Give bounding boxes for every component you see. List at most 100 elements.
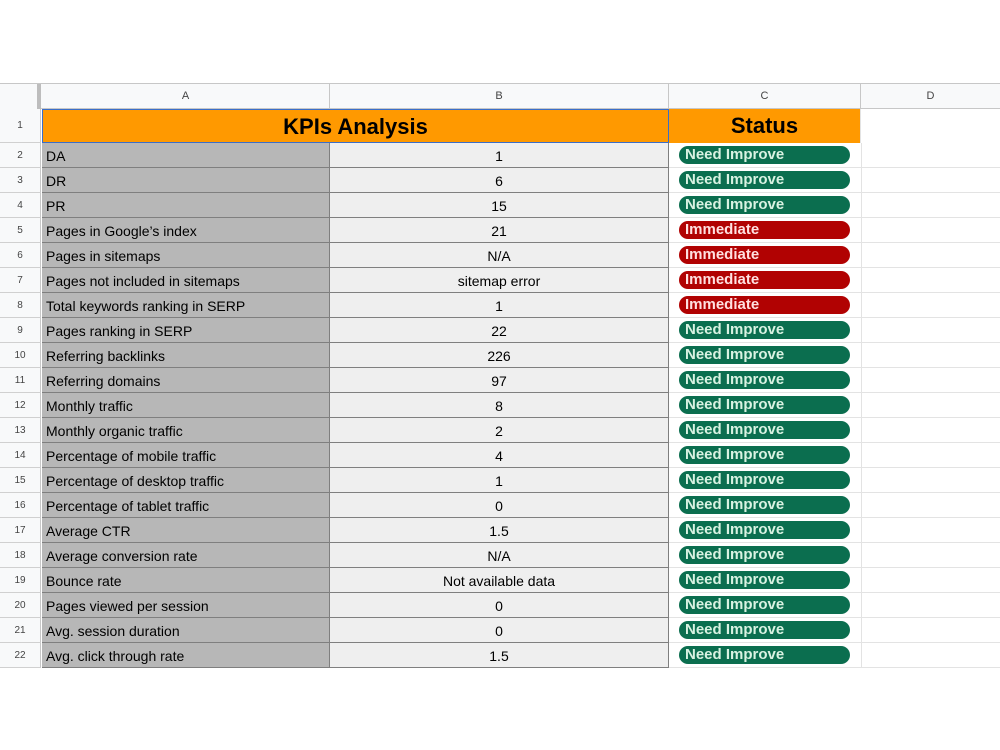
status-cell[interactable]: Need Improve bbox=[669, 468, 861, 493]
status-cell[interactable]: Need Improve bbox=[669, 443, 861, 468]
kpi-label-cell[interactable]: Monthly organic traffic bbox=[42, 418, 330, 443]
empty-cell-d[interactable] bbox=[861, 193, 1000, 218]
row-number[interactable]: 10 bbox=[0, 343, 41, 368]
status-chip[interactable]: Immediate bbox=[679, 296, 850, 314]
status-chip[interactable]: Need Improve bbox=[679, 596, 850, 614]
status-title-cell[interactable]: Status bbox=[669, 109, 861, 143]
status-chip[interactable]: Need Improve bbox=[679, 396, 850, 414]
kpi-label-cell[interactable]: DR bbox=[42, 168, 330, 193]
row-number[interactable]: 20 bbox=[0, 593, 41, 618]
kpi-label-cell[interactable]: Monthly traffic bbox=[42, 393, 330, 418]
row-number[interactable]: 12 bbox=[0, 393, 41, 418]
kpi-label-cell[interactable]: Pages viewed per session bbox=[42, 593, 330, 618]
status-cell[interactable]: Need Improve bbox=[669, 518, 861, 543]
kpi-label-cell[interactable]: Avg. session duration bbox=[42, 618, 330, 643]
kpi-label-cell[interactable]: Bounce rate bbox=[42, 568, 330, 593]
empty-cell-d[interactable] bbox=[861, 493, 1000, 518]
kpi-value-cell[interactable]: 226 bbox=[330, 343, 669, 368]
row-number[interactable]: 16 bbox=[0, 493, 41, 518]
row-number[interactable]: 15 bbox=[0, 468, 41, 493]
status-chip[interactable]: Need Improve bbox=[679, 471, 850, 489]
status-chip[interactable]: Need Improve bbox=[679, 171, 850, 189]
kpi-value-cell[interactable]: 1 bbox=[330, 293, 669, 318]
empty-cell-d[interactable] bbox=[861, 318, 1000, 343]
status-chip[interactable]: Immediate bbox=[679, 246, 850, 264]
kpi-value-cell[interactable]: 4 bbox=[330, 443, 669, 468]
empty-cell-d[interactable] bbox=[861, 518, 1000, 543]
status-cell[interactable]: Need Improve bbox=[669, 568, 861, 593]
status-chip[interactable]: Need Improve bbox=[679, 346, 850, 364]
status-chip[interactable]: Need Improve bbox=[679, 446, 850, 464]
kpi-label-cell[interactable]: DA bbox=[42, 143, 330, 168]
status-cell[interactable]: Immediate bbox=[669, 293, 861, 318]
row-number[interactable]: 18 bbox=[0, 543, 41, 568]
empty-cell-d[interactable] bbox=[861, 268, 1000, 293]
kpi-value-cell[interactable]: 1 bbox=[330, 468, 669, 493]
kpi-label-cell[interactable]: Pages not included in sitemaps bbox=[42, 268, 330, 293]
row-number[interactable]: 6 bbox=[0, 243, 41, 268]
row-number[interactable]: 5 bbox=[0, 218, 41, 243]
empty-cell-d[interactable] bbox=[861, 543, 1000, 568]
status-cell[interactable]: Need Improve bbox=[669, 343, 861, 368]
kpi-label-cell[interactable]: Average conversion rate bbox=[42, 543, 330, 568]
kpi-value-cell[interactable]: N/A bbox=[330, 543, 669, 568]
kpi-value-cell[interactable]: 0 bbox=[330, 493, 669, 518]
kpi-value-cell[interactable]: 0 bbox=[330, 618, 669, 643]
row-number[interactable]: 8 bbox=[0, 293, 41, 318]
empty-cell-d[interactable] bbox=[861, 168, 1000, 193]
row-number[interactable]: 22 bbox=[0, 643, 41, 668]
row-number[interactable]: 7 bbox=[0, 268, 41, 293]
status-chip[interactable]: Immediate bbox=[679, 271, 850, 289]
row-number[interactable]: 14 bbox=[0, 443, 41, 468]
kpi-label-cell[interactable]: Average CTR bbox=[42, 518, 330, 543]
kpi-label-cell[interactable]: Referring backlinks bbox=[42, 343, 330, 368]
kpi-value-cell[interactable]: N/A bbox=[330, 243, 669, 268]
row-number[interactable]: 19 bbox=[0, 568, 41, 593]
status-cell[interactable]: Need Improve bbox=[669, 418, 861, 443]
status-cell[interactable]: Need Improve bbox=[669, 318, 861, 343]
kpi-label-cell[interactable]: Referring domains bbox=[42, 368, 330, 393]
row-number[interactable]: 13 bbox=[0, 418, 41, 443]
status-chip[interactable]: Need Improve bbox=[679, 646, 850, 664]
column-header-b[interactable]: B bbox=[330, 84, 669, 109]
kpi-label-cell[interactable]: Total keywords ranking in SERP bbox=[42, 293, 330, 318]
row-number[interactable]: 3 bbox=[0, 168, 41, 193]
kpi-value-cell[interactable]: sitemap error bbox=[330, 268, 669, 293]
kpi-value-cell[interactable]: 2 bbox=[330, 418, 669, 443]
row-number[interactable]: 2 bbox=[0, 143, 41, 168]
kpi-value-cell[interactable]: 1.5 bbox=[330, 518, 669, 543]
kpi-value-cell[interactable]: 0 bbox=[330, 593, 669, 618]
kpi-label-cell[interactable]: Pages in Google’s index bbox=[42, 218, 330, 243]
empty-cell-d[interactable] bbox=[861, 593, 1000, 618]
kpi-value-cell[interactable]: 8 bbox=[330, 393, 669, 418]
row-number[interactable]: 4 bbox=[0, 193, 41, 218]
kpi-value-cell[interactable]: 1 bbox=[330, 143, 669, 168]
kpi-label-cell[interactable]: Pages in sitemaps bbox=[42, 243, 330, 268]
select-all-corner[interactable] bbox=[0, 84, 41, 109]
status-chip[interactable]: Need Improve bbox=[679, 521, 850, 539]
status-chip[interactable]: Need Improve bbox=[679, 571, 850, 589]
status-cell[interactable]: Need Improve bbox=[669, 393, 861, 418]
empty-cell-d[interactable] bbox=[861, 393, 1000, 418]
status-cell[interactable]: Need Improve bbox=[669, 143, 861, 168]
empty-cell-d[interactable] bbox=[861, 643, 1000, 668]
kpi-value-cell[interactable]: Not available data bbox=[330, 568, 669, 593]
kpi-value-cell[interactable]: 6 bbox=[330, 168, 669, 193]
row-number[interactable]: 9 bbox=[0, 318, 41, 343]
column-header-a[interactable]: A bbox=[42, 84, 330, 109]
status-cell[interactable]: Need Improve bbox=[669, 193, 861, 218]
status-chip[interactable]: Need Improve bbox=[679, 621, 850, 639]
status-cell[interactable]: Need Improve bbox=[669, 368, 861, 393]
status-cell[interactable]: Need Improve bbox=[669, 168, 861, 193]
status-cell[interactable]: Immediate bbox=[669, 268, 861, 293]
status-chip[interactable]: Need Improve bbox=[679, 421, 850, 439]
row-number[interactable]: 11 bbox=[0, 368, 41, 393]
kpi-label-cell[interactable]: PR bbox=[42, 193, 330, 218]
status-chip[interactable]: Immediate bbox=[679, 221, 850, 239]
kpi-value-cell[interactable]: 15 bbox=[330, 193, 669, 218]
status-chip[interactable]: Need Improve bbox=[679, 371, 850, 389]
kpi-value-cell[interactable]: 97 bbox=[330, 368, 669, 393]
kpi-value-cell[interactable]: 22 bbox=[330, 318, 669, 343]
column-header-c[interactable]: C bbox=[669, 84, 861, 109]
empty-cell-d[interactable] bbox=[861, 568, 1000, 593]
